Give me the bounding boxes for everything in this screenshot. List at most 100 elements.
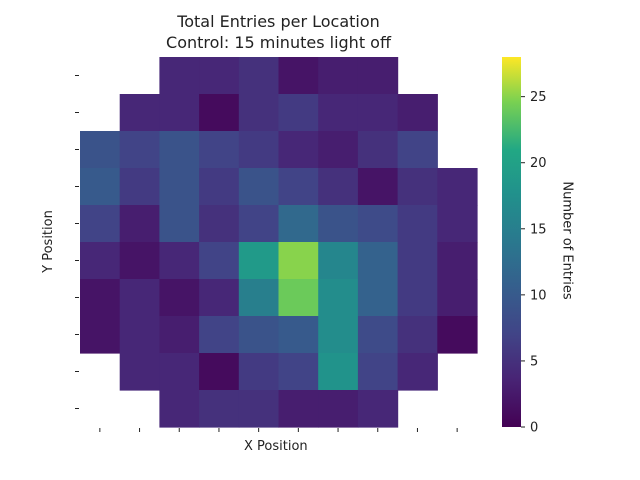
colorbar-tick-label: 20	[530, 156, 547, 171]
heatmap-cell	[119, 131, 160, 169]
heatmap-cell	[278, 57, 319, 95]
heatmap-cell	[278, 242, 319, 280]
heatmap-cell	[397, 353, 438, 391]
heatmap-cell	[238, 205, 280, 243]
heatmap-cell	[80, 131, 121, 169]
heatmap-cell	[199, 168, 240, 206]
colorbar-tick-label: 10	[530, 288, 547, 303]
heatmap-cell	[278, 316, 319, 354]
colorbar-tick-label: 25	[530, 90, 547, 105]
colorbar-ticks: 0 5 10 15 20 25	[521, 90, 547, 436]
heatmap-cell	[318, 390, 359, 428]
heatmap-cell	[437, 205, 478, 243]
heatmap-cell	[199, 57, 240, 95]
heatmap-cell	[199, 279, 240, 317]
heatmap-cell	[278, 353, 319, 391]
heatmap-cell	[159, 168, 200, 206]
heatmap-cell	[159, 94, 200, 132]
heatmap-cell	[80, 316, 121, 354]
heatmap-cell	[238, 242, 280, 280]
heatmap-cell	[119, 242, 160, 280]
heatmap-cell	[278, 168, 319, 206]
heatmap-cell	[119, 316, 160, 354]
colorbar-tick-label: 15	[530, 222, 547, 237]
heatmap-cell	[278, 131, 319, 169]
heatmap-cell	[318, 94, 359, 132]
heatmap-cell	[357, 57, 399, 95]
heatmap-cell	[318, 205, 359, 243]
heatmap-cell	[159, 57, 200, 95]
chart-subtitle: Control: 15 minutes light off	[166, 33, 391, 52]
heatmap-cell	[318, 242, 359, 280]
heatmap-cell	[159, 131, 200, 169]
heatmap-cell	[278, 94, 319, 132]
heatmap-cell	[437, 316, 478, 354]
colorbar-label: Number of Entries	[559, 181, 575, 300]
heatmap-cell	[278, 390, 319, 428]
colorbar	[502, 57, 521, 427]
heatmap-cell	[437, 242, 478, 280]
heatmap-cell	[357, 316, 399, 354]
heatmap-cell	[357, 131, 399, 169]
heatmap-cell	[199, 316, 240, 354]
heatmap-cell	[397, 131, 438, 169]
heatmap-cell	[437, 279, 478, 317]
heatmap-cell	[159, 390, 200, 428]
heatmap-cell	[238, 168, 280, 206]
x-axis-ticks	[99, 428, 458, 432]
heatmap-cell	[318, 168, 359, 206]
heatmap-cell	[119, 168, 160, 206]
heatmap-cell	[199, 242, 240, 280]
heatmap-cell	[80, 242, 121, 280]
heatmap-cell	[80, 168, 121, 206]
heatmap-cell	[397, 279, 438, 317]
heatmap-cell	[238, 131, 280, 169]
heatmap-cell	[357, 353, 399, 391]
heatmap-cell	[199, 205, 240, 243]
heatmap-cell	[397, 168, 438, 206]
heatmap-cell	[199, 390, 240, 428]
heatmap-cell	[357, 279, 399, 317]
y-axis-ticks	[75, 75, 79, 409]
colorbar-gradient	[502, 57, 521, 427]
heatmap-cell	[119, 94, 160, 132]
heatmap-cell	[199, 353, 240, 391]
heatmap-cell	[238, 94, 280, 132]
y-axis-label: Y Position	[40, 210, 56, 273]
heatmap-cell	[238, 57, 280, 95]
heatmap-cell	[397, 316, 438, 354]
heatmap-cell	[357, 94, 399, 132]
heatmap-cell	[318, 131, 359, 169]
heatmap-cell	[119, 279, 160, 317]
x-axis-label: X Position	[244, 439, 308, 454]
heatmap-cell	[397, 94, 438, 132]
heatmap-cell	[238, 279, 280, 317]
heatmap-cell	[159, 279, 200, 317]
heatmap-cell	[437, 168, 478, 206]
heatmap-cell	[199, 94, 240, 132]
heatmap-cell	[159, 242, 200, 280]
heatmap-cell	[318, 316, 359, 354]
heatmap-cell	[357, 168, 399, 206]
heatmap-cell	[199, 131, 240, 169]
chart-title: Total Entries per Location	[177, 12, 380, 31]
heatmap-cell	[357, 390, 399, 428]
heatmap-cell	[357, 242, 399, 280]
heatmap-cell	[159, 353, 200, 391]
heatmap-cell	[80, 205, 121, 243]
heatmap-cell	[238, 353, 280, 391]
heatmap-cells	[80, 57, 478, 428]
heatmap-cell	[119, 353, 160, 391]
heatmap-cell	[318, 57, 359, 95]
heatmap-cell	[278, 279, 319, 317]
heatmap-cell	[119, 205, 160, 243]
heatmap-cell	[397, 242, 438, 280]
heatmap-cell	[238, 316, 280, 354]
heatmap-cell	[318, 279, 359, 317]
heatmap-cell	[357, 205, 399, 243]
heatmap-cell	[80, 279, 121, 317]
colorbar-tick-label: 5	[530, 354, 538, 369]
heatmap-cell	[159, 316, 200, 354]
colorbar-tick-label: 0	[530, 421, 538, 436]
